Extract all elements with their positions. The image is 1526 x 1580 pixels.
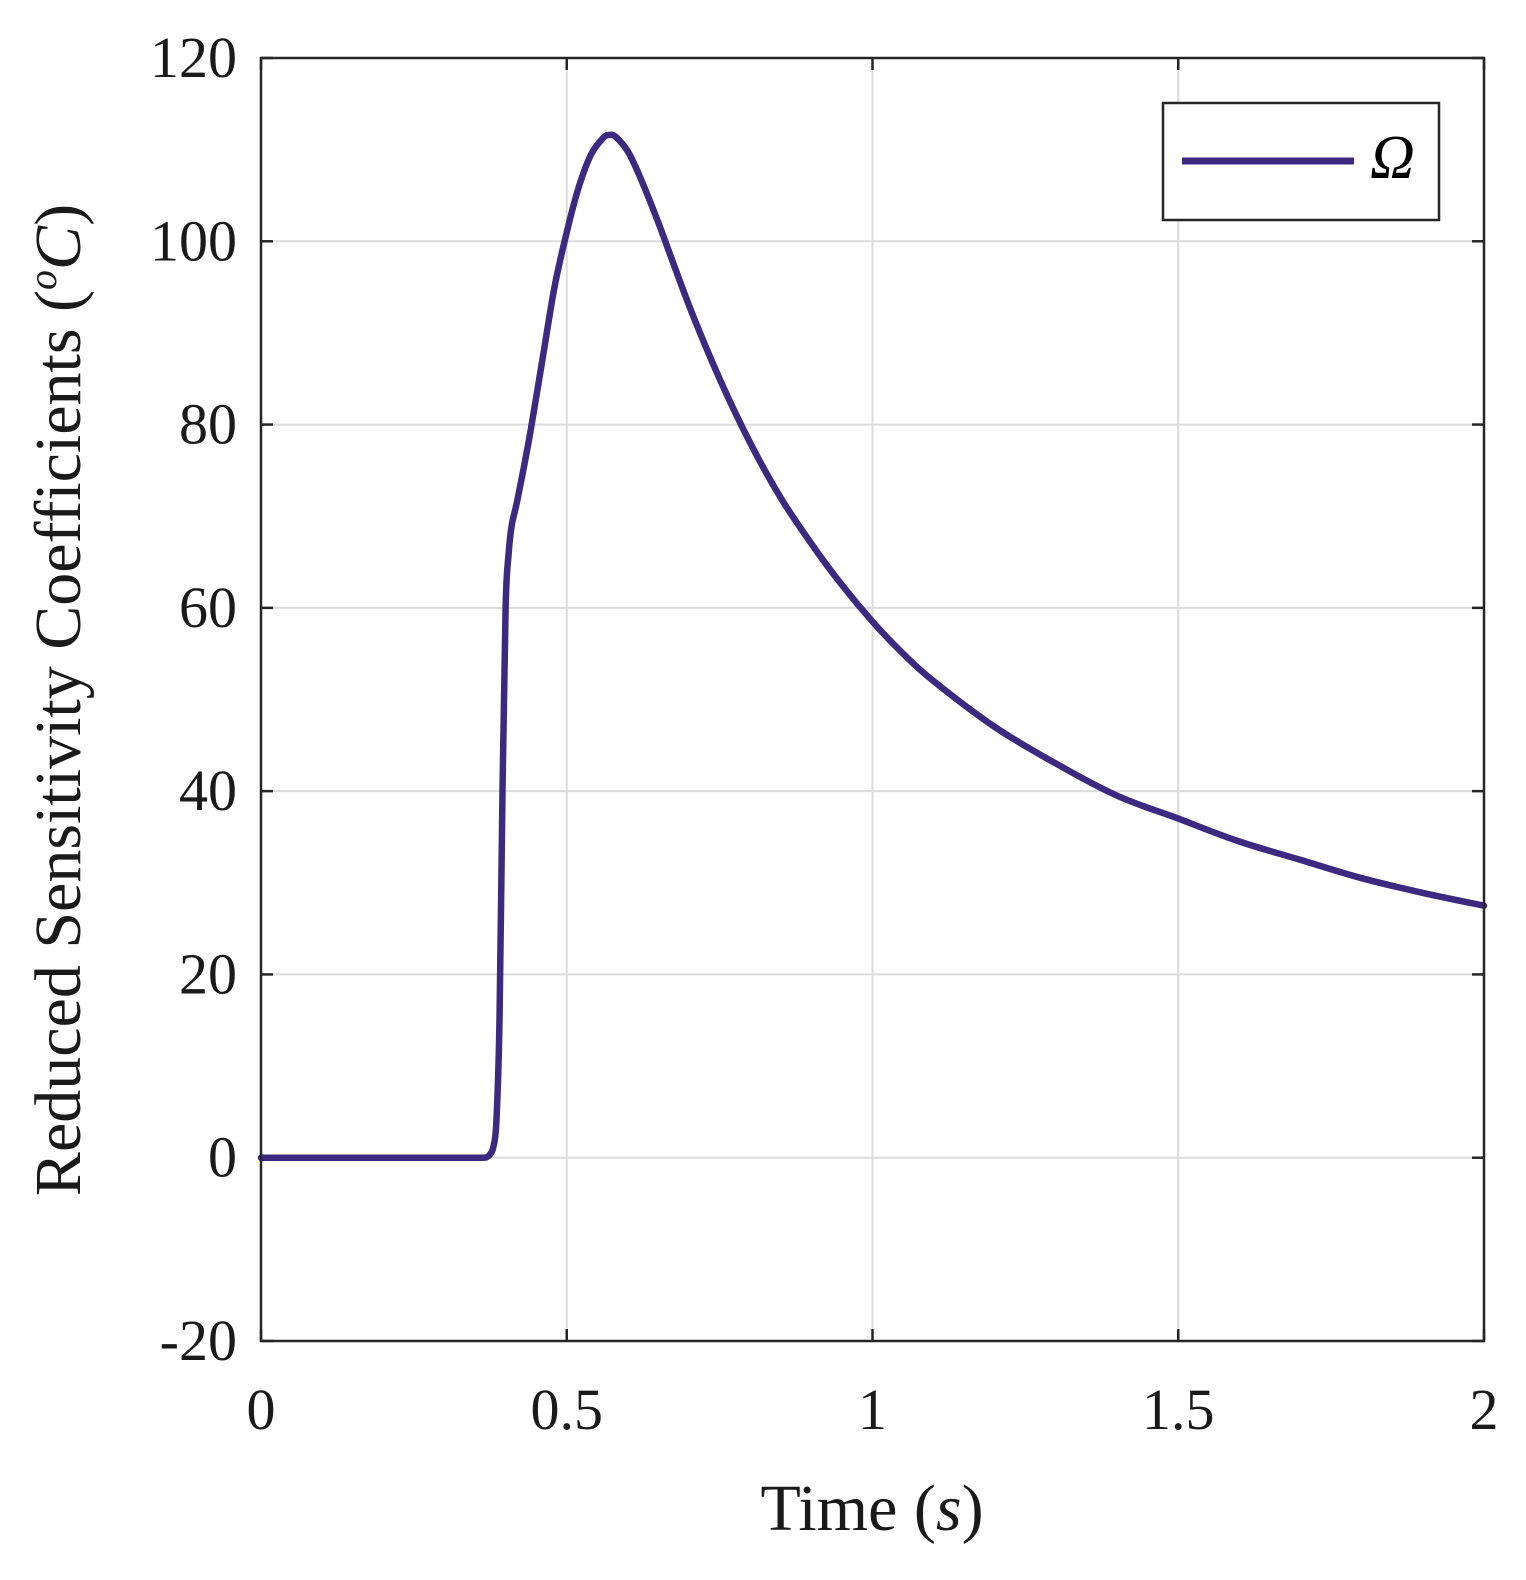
y-axis-label: Reduced Sensitivity Coefficients (oC) (20, 204, 95, 1196)
plot-area-frame (259, 56, 1486, 1343)
y-tick-label: 120 (150, 25, 237, 90)
series-layer (257, 131, 1488, 1162)
y-tick-labels: -20 0 20 40 60 80 100 120 (150, 25, 237, 1373)
y-tick-label: -20 (160, 1308, 237, 1373)
x-tick-label: 0 (247, 1377, 276, 1442)
x-tick-label: 1.5 (1142, 1377, 1215, 1442)
y-tick-label: 40 (179, 758, 237, 823)
y-tick-label: 20 (179, 941, 237, 1006)
y-tick-label: 80 (179, 392, 237, 457)
y-axis-unit-letter: C (22, 225, 95, 270)
y-axis-label-text: Reduced Sensitivity Coefficients (22, 328, 95, 1196)
x-tick-labels: 0 0.5 1 1.5 2 (247, 1377, 1499, 1442)
legend: Ω (1161, 101, 1441, 222)
y-axis-unit-degree: o (20, 270, 65, 290)
legend-label: Ω (1370, 124, 1415, 192)
x-tick-label: 0.5 (531, 1377, 604, 1442)
x-axis-unit: s (936, 1472, 962, 1545)
x-tick-label: 1 (858, 1377, 887, 1442)
x-tick-label: 2 (1470, 1377, 1499, 1442)
series-line (257, 131, 1488, 1162)
y-tick-label: 0 (208, 1125, 237, 1190)
y-tick-label: 60 (179, 575, 237, 640)
y-tick-label: 100 (150, 208, 237, 273)
vertical-gridlines (565, 58, 1180, 1341)
x-axis-label-text: Time (760, 1472, 897, 1545)
x-axis-label: Time (s) (760, 1472, 983, 1545)
